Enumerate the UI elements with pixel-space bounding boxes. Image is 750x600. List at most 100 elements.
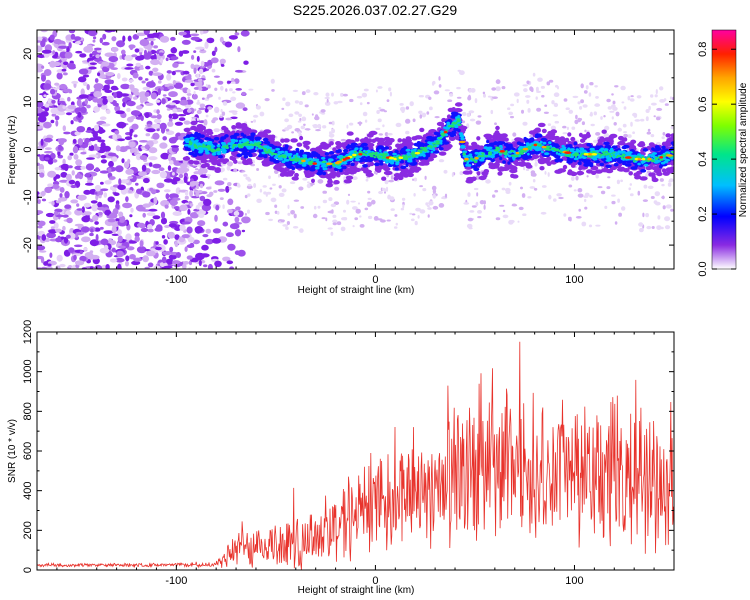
noise-blob (104, 52, 115, 58)
ridge-mark (670, 133, 674, 138)
scatter-point (220, 108, 223, 113)
noise-blob (128, 79, 134, 83)
scatter-point (659, 178, 664, 182)
ridge-mark (609, 133, 618, 139)
ridge-mark (645, 165, 652, 171)
ridge-mark (541, 150, 544, 154)
noise-blob (159, 122, 167, 131)
noise-blob (147, 123, 152, 128)
ridge-mark (529, 150, 536, 155)
scatter-point (281, 107, 285, 110)
scatter-point (184, 202, 189, 205)
ridge-mark (242, 134, 247, 138)
scatter-point (613, 122, 617, 126)
scatter-point (555, 84, 559, 88)
ridge-mark (342, 170, 350, 176)
scatter-point (226, 209, 233, 214)
scatter-point (388, 87, 392, 92)
ridge-mark (504, 163, 513, 168)
ridge-mark (658, 164, 663, 169)
noise-blob (67, 96, 71, 102)
noise-blob (214, 106, 220, 113)
scatter-point (387, 132, 393, 136)
ridge-mark (250, 134, 255, 139)
scatter-point (306, 183, 312, 189)
noise-blob (132, 34, 139, 40)
ridge-mark (497, 171, 503, 176)
noise-blob (230, 116, 238, 120)
ridge-mark (283, 138, 290, 143)
noise-blob (37, 125, 43, 129)
noise-blob (195, 46, 205, 50)
scatter-point (196, 73, 200, 78)
noise-blob (88, 66, 97, 70)
noise-blob (152, 132, 160, 140)
noise-blob (53, 222, 59, 229)
noise-blob (136, 246, 147, 254)
scatter-point (245, 176, 250, 180)
scatter-point (419, 114, 423, 119)
scatter-point (327, 227, 333, 230)
ridge-mark (567, 147, 571, 151)
noise-blob (65, 210, 72, 216)
noise-blob (93, 105, 100, 113)
noise-blob (168, 223, 177, 228)
scatter-point (532, 72, 536, 77)
ridge-mark (407, 172, 414, 178)
noise-blob (153, 196, 158, 205)
scatter-point (378, 133, 383, 136)
scatter-point (413, 193, 416, 197)
scatter-point (477, 216, 482, 219)
ridge-mark (346, 131, 354, 136)
ridge-mark (661, 141, 667, 146)
scatter-point (653, 200, 658, 205)
scatter-point (581, 121, 586, 126)
scatter-point (293, 213, 297, 219)
scatter-point (322, 199, 328, 204)
ridge-mark (664, 158, 671, 162)
noise-blob (104, 30, 114, 33)
scatter-point (270, 78, 275, 84)
scatter-point (647, 185, 654, 189)
scatter-point (367, 197, 372, 200)
ridge-mark (233, 159, 238, 164)
noise-blob (80, 166, 86, 170)
ridge-mark (661, 145, 666, 150)
scatter-point (255, 105, 261, 110)
scatter-point (655, 89, 658, 95)
noise-blob (93, 124, 100, 132)
noise-blob (142, 212, 146, 218)
scatter-point (579, 106, 583, 110)
scatter-point (654, 94, 658, 98)
scatter-point (584, 198, 587, 203)
ridge-mark (619, 140, 624, 145)
noise-blob (90, 228, 94, 233)
scatter-point (508, 111, 514, 116)
ridge-mark (327, 177, 332, 182)
noise-blob (135, 153, 142, 161)
noise-blob (201, 244, 209, 251)
noise-blob (48, 229, 58, 234)
ridge-mark (594, 169, 603, 174)
ridge-mark (262, 137, 269, 142)
ridge-mark (224, 128, 229, 133)
scatter-point (274, 210, 278, 214)
scatter-point (312, 213, 318, 219)
ridge-mark (665, 133, 671, 138)
scatter-point (409, 101, 414, 107)
noise-blob (94, 221, 99, 225)
scatter-point (553, 102, 559, 108)
ridge-mark (276, 162, 286, 167)
noise-blob (67, 165, 73, 169)
scatter-point (664, 225, 671, 230)
noise-blob (105, 72, 115, 76)
ridge-mark (501, 166, 510, 171)
ridge-mark (474, 151, 480, 155)
scatter-point (522, 84, 528, 87)
scatter-point (322, 190, 328, 194)
scatter-point (244, 194, 248, 199)
noise-blob (199, 49, 207, 54)
noise-blob (153, 45, 159, 49)
noise-blob (234, 229, 242, 237)
noise-blob (59, 193, 63, 198)
